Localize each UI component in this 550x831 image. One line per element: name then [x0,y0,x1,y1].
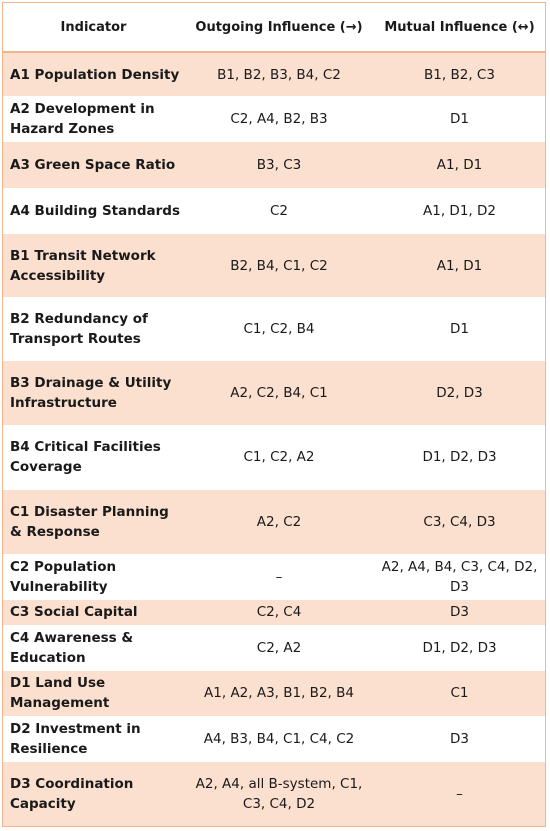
mutual-cell: – [374,761,545,826]
outgoing-cell: C2 [184,188,374,235]
outgoing-cell: – [184,553,374,600]
table-row: C1 Disaster Planning & Response A2, C2 C… [3,489,545,554]
indicator-cell: B3 Drainage & Utility Infrastructure [3,361,184,426]
indicator-cell: C1 Disaster Planning & Response [3,489,184,554]
influence-table: Indicator Outgoing Influence (→) Mutual … [3,3,545,826]
mutual-cell: C3, C4, D3 [374,489,545,554]
outgoing-cell: C2, C4 [184,599,374,625]
outgoing-cell: B3, C3 [184,142,374,189]
table-body: A1 Population Density B1, B2, B3, B4, C2… [3,52,545,826]
table-row: D3 Coordination Capacity A2, A4, all B-s… [3,761,545,826]
table-row: C3 Social Capital C2, C4 D3 [3,599,545,625]
header-outgoing-influence: Outgoing Influence (→) [184,3,374,53]
indicator-cell: C4 Awareness & Education [3,624,184,671]
outgoing-cell: A4, B3, B4, C1, C4, C2 [184,715,374,762]
outgoing-cell: C2, A4, B2, B3 [184,96,374,143]
outgoing-cell: A2, A4, all B-system, C1, C3, C4, D2 [184,761,374,826]
table-row: A3 Green Space Ratio B3, C3 A1, D1 [3,142,545,189]
mutual-cell: D1, D2, D3 [374,624,545,671]
table-row: A1 Population Density B1, B2, B3, B4, C2… [3,52,545,97]
indicator-cell: D3 Coordination Capacity [3,761,184,826]
indicator-cell: A4 Building Standards [3,188,184,235]
mutual-cell: C1 [374,670,545,716]
outgoing-cell: B2, B4, C1, C2 [184,234,374,298]
table-row: A2 Development in Hazard Zones C2, A4, B… [3,96,545,143]
mutual-cell: D3 [374,715,545,762]
outgoing-cell: A2, C2 [184,489,374,554]
table-row: B3 Drainage & Utility Infrastructure A2,… [3,361,545,426]
mutual-cell: D2, D3 [374,361,545,426]
header-mutual-influence: Mutual Influence (↔) [374,3,545,53]
indicator-cell: B1 Transit Network Accessibility [3,234,184,298]
indicator-cell: C2 Population Vulnerability [3,553,184,600]
indicator-cell: C3 Social Capital [3,599,184,625]
indicator-cell: D2 Investment in Resilience [3,715,184,762]
table-row: B4 Critical Facilities Coverage C1, C2, … [3,425,545,490]
mutual-cell: A1, D1 [374,142,545,189]
indicator-cell: D1 Land Use Management [3,670,184,716]
mutual-cell: A1, D1 [374,234,545,298]
mutual-cell: A2, A4, B4, C3, C4, D2, D3 [374,553,545,600]
outgoing-cell: C2, A2 [184,624,374,671]
table-row: C2 Population Vulnerability – A2, A4, B4… [3,553,545,600]
mutual-cell: B1, B2, C3 [374,52,545,97]
table-row: A4 Building Standards C2 A1, D1, D2 [3,188,545,235]
mutual-cell: D1 [374,96,545,143]
outgoing-cell: C1, C2, B4 [184,297,374,362]
table-row: D1 Land Use Management A1, A2, A3, B1, B… [3,670,545,716]
header-indicator: Indicator [3,3,184,53]
mutual-cell: D1 [374,297,545,362]
mutual-cell: D1, D2, D3 [374,425,545,490]
header-row: Indicator Outgoing Influence (→) Mutual … [3,3,545,53]
mutual-cell: A1, D1, D2 [374,188,545,235]
indicator-cell: B2 Redundancy of Transport Routes [3,297,184,362]
table-header: Indicator Outgoing Influence (→) Mutual … [3,3,545,53]
table-row: B1 Transit Network Accessibility B2, B4,… [3,234,545,298]
table-row: B2 Redundancy of Transport Routes C1, C2… [3,297,545,362]
outgoing-cell: B1, B2, B3, B4, C2 [184,52,374,97]
outgoing-cell: A1, A2, A3, B1, B2, B4 [184,670,374,716]
mutual-cell: D3 [374,599,545,625]
indicator-cell: B4 Critical Facilities Coverage [3,425,184,490]
table-row: D2 Investment in Resilience A4, B3, B4, … [3,715,545,762]
outgoing-cell: A2, C2, B4, C1 [184,361,374,426]
table-row: C4 Awareness & Education C2, A2 D1, D2, … [3,624,545,671]
indicator-cell: A3 Green Space Ratio [3,142,184,189]
indicator-cell: A1 Population Density [3,52,184,97]
indicator-cell: A2 Development in Hazard Zones [3,96,184,143]
outgoing-cell: C1, C2, A2 [184,425,374,490]
